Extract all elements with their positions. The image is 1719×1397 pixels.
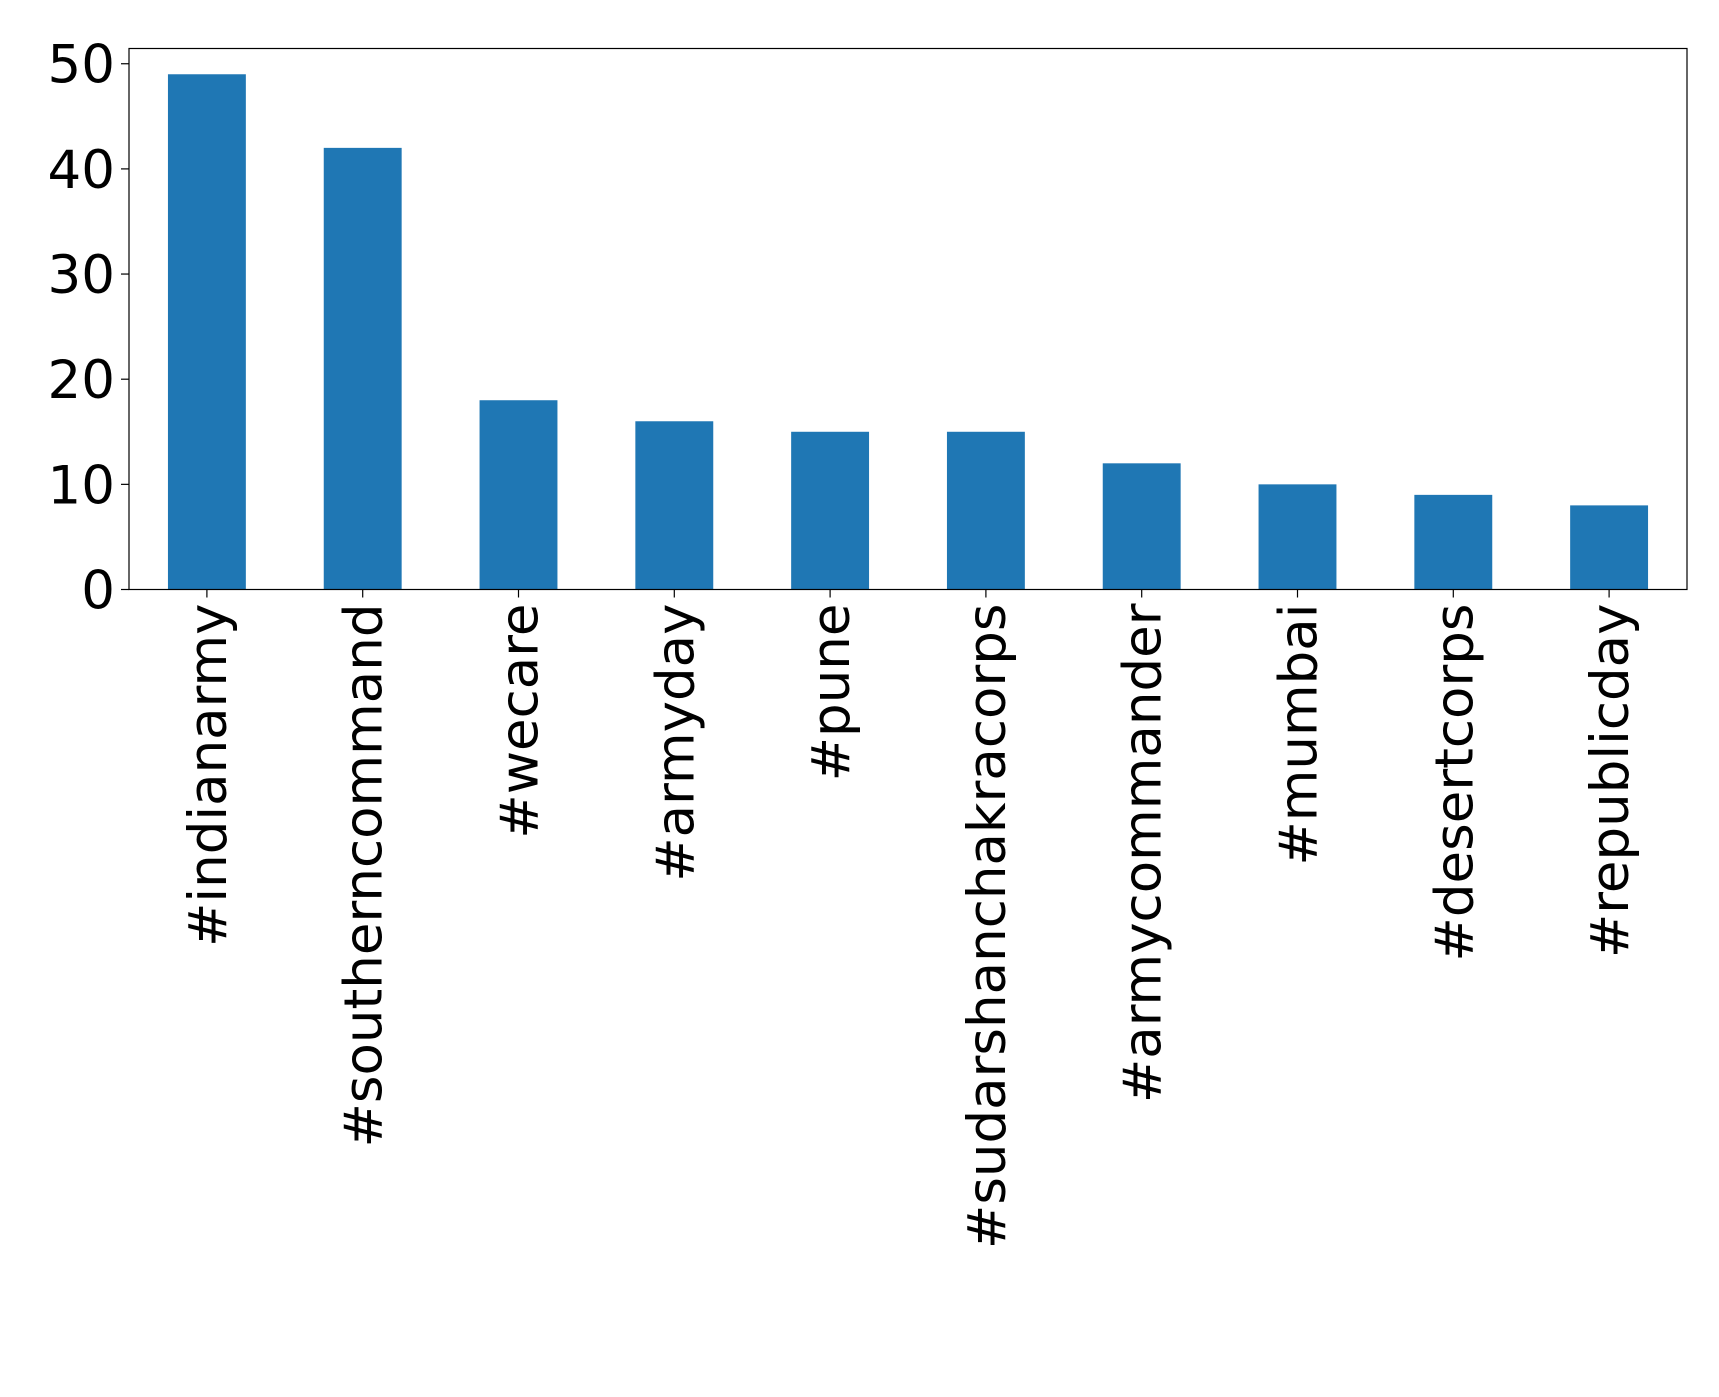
x-tick-label: #mumbai [1269,604,1330,866]
x-tick-label: #armycommander [1113,603,1174,1103]
y-tick-label: 40 [48,140,115,201]
y-tick-label: 50 [48,35,115,96]
x-tick-label: #pune [801,604,862,782]
bar [479,400,558,590]
bar [167,74,246,590]
y-tick-label: 10 [48,455,115,516]
bar [1258,484,1337,590]
x-tick-label: #armyday [645,604,706,882]
x-tick-label: #desertcorps [1424,604,1485,962]
bar [946,431,1025,590]
x-tick-label: #southerncommand [334,604,395,1148]
bar [1414,494,1493,590]
x-tick-label: #wecare [490,604,551,839]
bar [791,431,870,590]
x-tick-label: #republicday [1580,604,1641,959]
x-tick-label: #sudarshanchakracorps [957,604,1018,1250]
y-tick-label: 0 [81,561,115,622]
bar [1102,463,1181,590]
y-tick-label: 20 [48,350,115,411]
bar [1570,505,1649,590]
x-tick-label: #indianarmy [178,604,239,948]
bar [635,421,714,590]
bar [323,147,402,590]
plot-frame [128,47,1688,591]
y-tick-label: 30 [48,245,115,306]
